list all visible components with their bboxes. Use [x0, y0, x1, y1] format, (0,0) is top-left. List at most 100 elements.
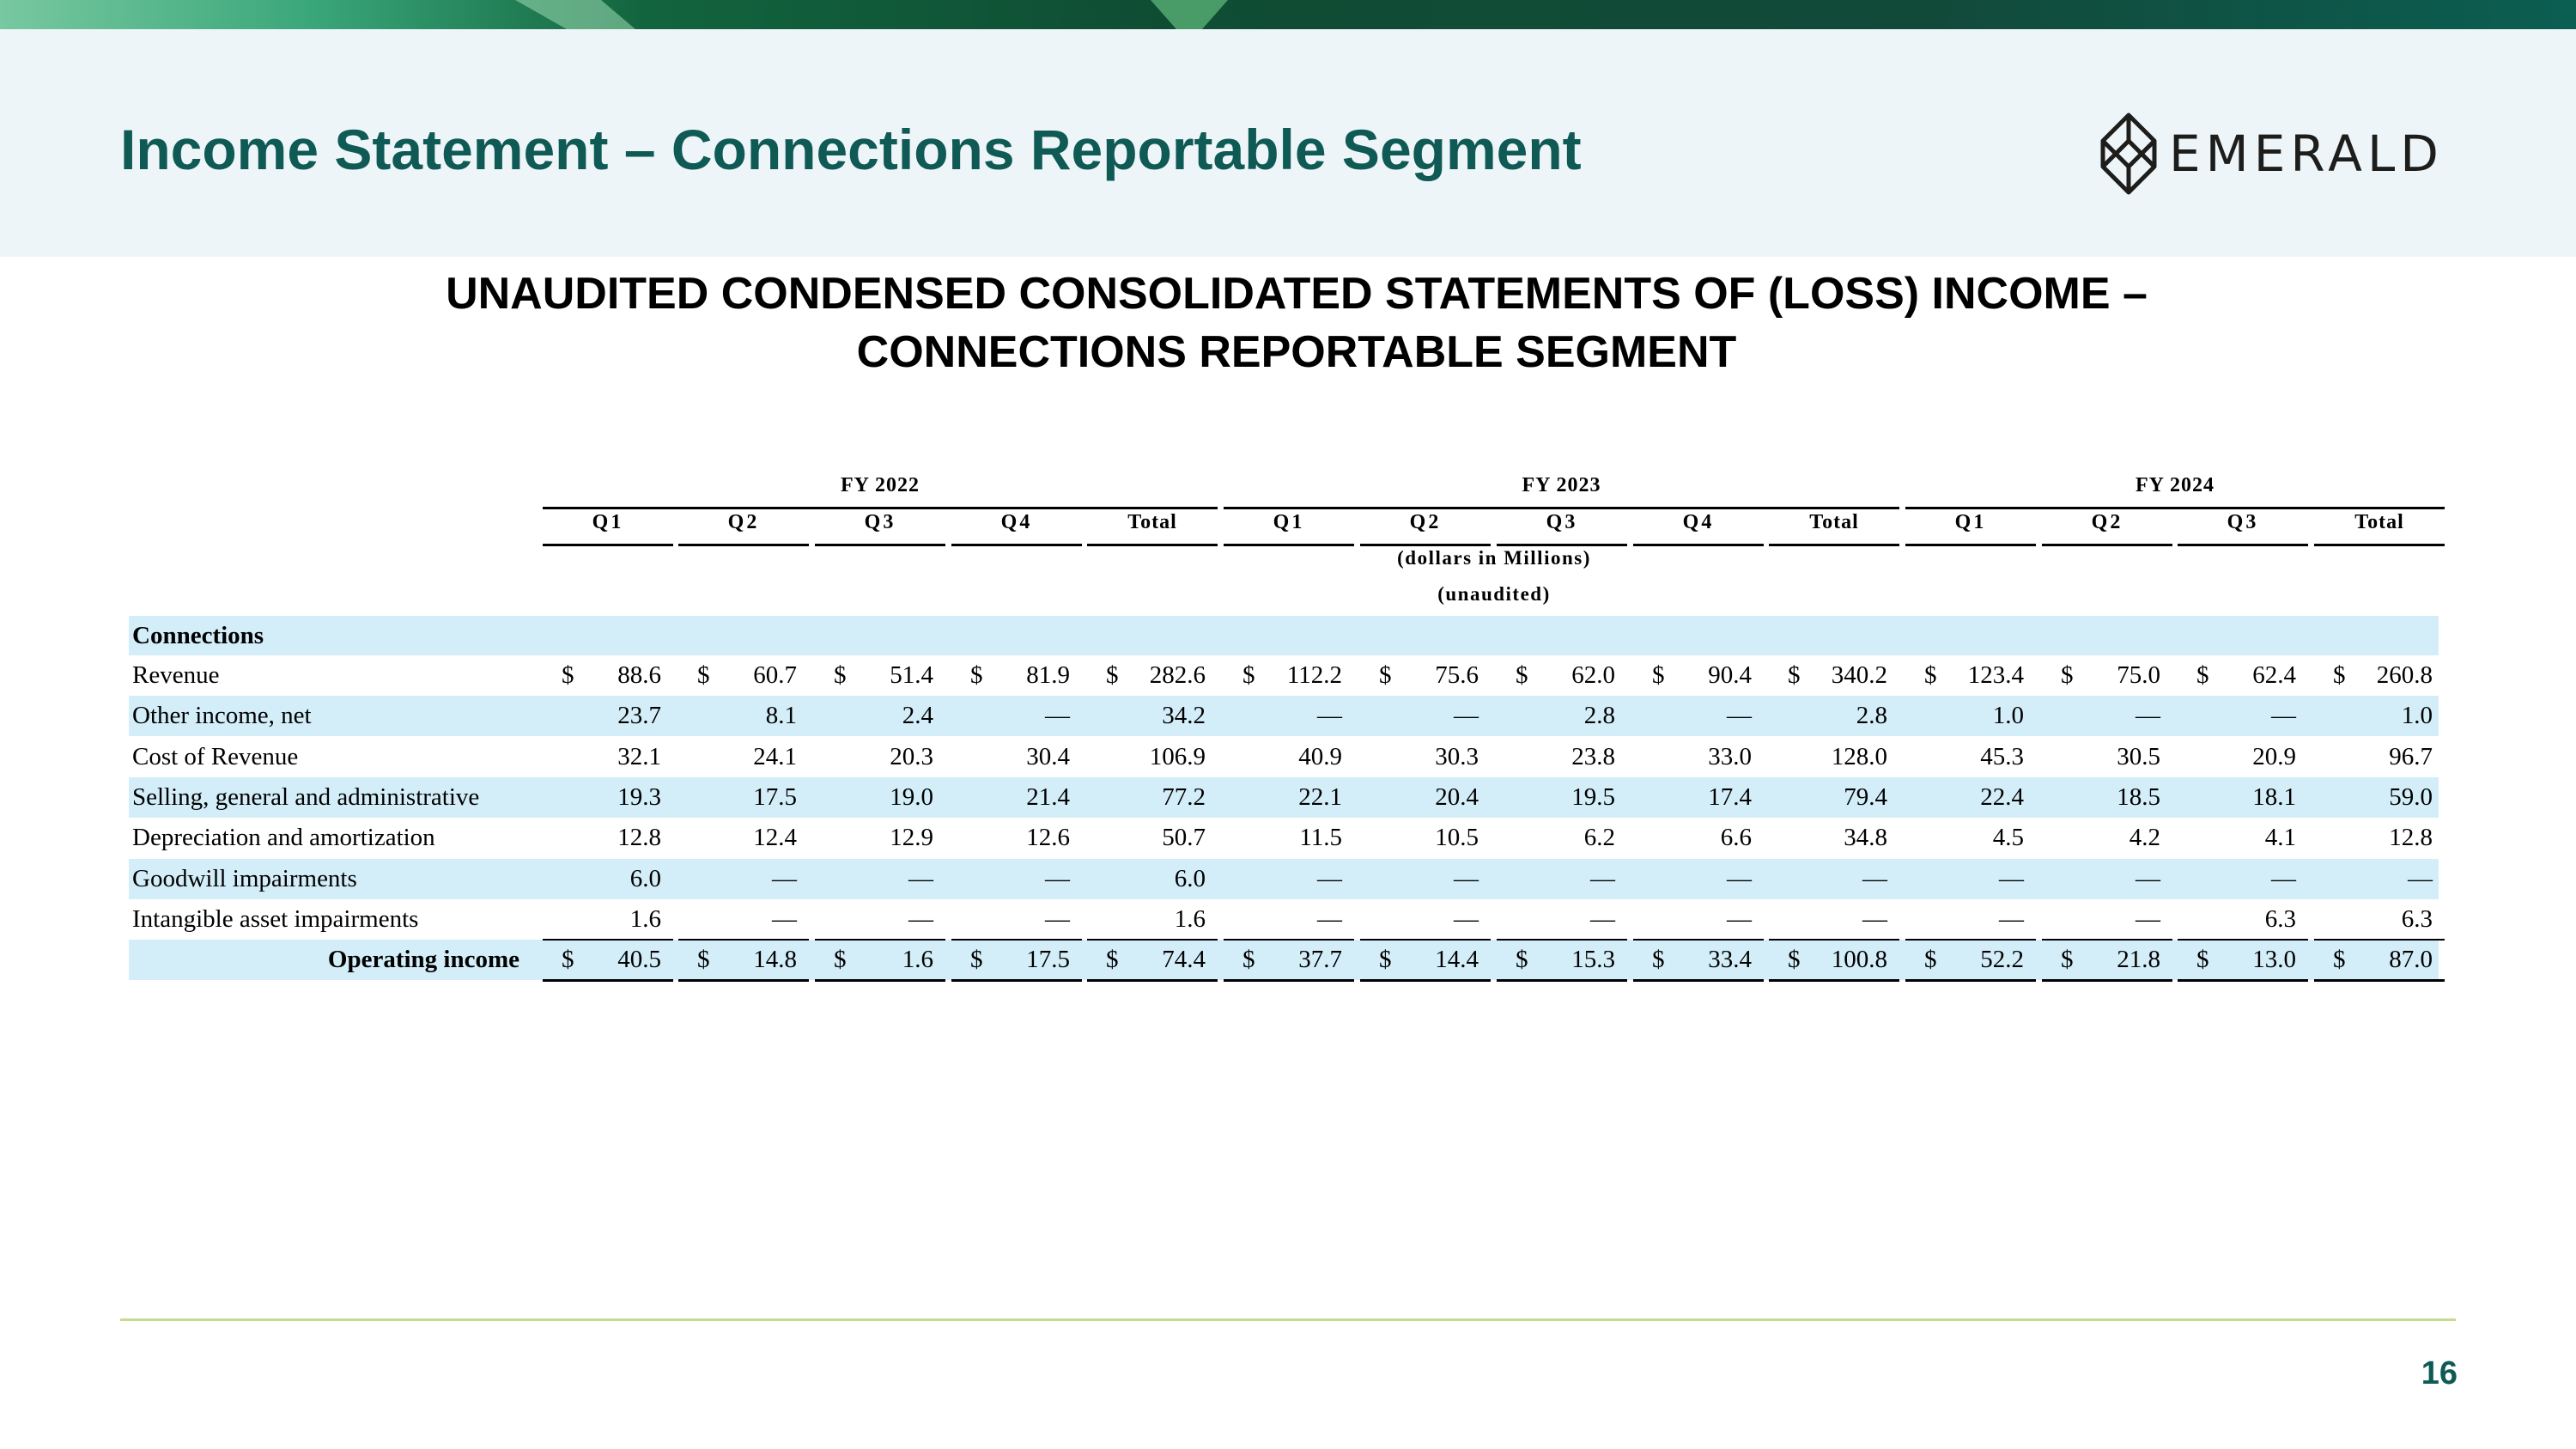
fiscal-year-rule [543, 507, 1218, 509]
column-header-rule [678, 544, 809, 546]
column-header-rule [951, 544, 1082, 546]
table-cell: — [1999, 905, 2024, 933]
table-cell: 22.1 [1298, 783, 1342, 811]
table-cell: — [1999, 865, 2024, 892]
emerald-logo: EMERALD [2100, 112, 2444, 196]
column-header: Q1 [1954, 511, 1987, 533]
column-header: Q4 [1000, 511, 1033, 533]
table-cell: 6.6 [1720, 824, 1752, 851]
top-decorative-band [0, 0, 2576, 29]
table-cell: 12.6 [1026, 824, 1070, 851]
table-cell: 62.0 [1571, 661, 1615, 689]
column-header-rule [2314, 544, 2445, 546]
table-cell: — [1590, 865, 1615, 892]
table-cell: 23.7 [617, 702, 661, 729]
table-cell: 23.8 [1571, 743, 1615, 770]
unaudited-note: (unaudited) [1437, 583, 1551, 605]
table-cell: — [1317, 905, 1342, 933]
table-cell: 40.9 [1298, 743, 1342, 770]
table-cell: 14.4 [1435, 946, 1479, 973]
table-cell: 34.8 [1844, 824, 1887, 851]
currency-symbol: $ [1242, 661, 1255, 689]
row-label: Other income, net [132, 702, 312, 729]
table-cell: — [1454, 865, 1479, 892]
column-header: Q3 [864, 511, 896, 533]
table-cell: 260.8 [2376, 661, 2433, 689]
table-cell: 62.4 [2252, 661, 2296, 689]
currency-symbol: $ [697, 661, 710, 689]
row-band [129, 696, 2439, 736]
column-header-rule [1769, 544, 1899, 546]
table-cell: 21.8 [2117, 946, 2160, 973]
currency-symbol: $ [1652, 661, 1665, 689]
total-rule [951, 979, 1082, 982]
table-cell: 20.3 [890, 743, 933, 770]
table-cell: 340.2 [1831, 661, 1887, 689]
table-cell: 1.0 [2401, 702, 2433, 729]
currency-symbol: $ [1788, 946, 1801, 973]
slide-header [0, 29, 2576, 257]
table-cell: 6.0 [1174, 865, 1206, 892]
table-cell: 20.9 [2252, 743, 2296, 770]
table-cell: — [1862, 905, 1887, 933]
table-cell: 18.1 [2252, 783, 2296, 811]
page-number: 16 [2421, 1355, 2458, 1391]
column-header: Total [2354, 511, 2404, 533]
currency-symbol: $ [1106, 946, 1119, 973]
column-header-rule [543, 544, 673, 546]
table-cell: — [908, 905, 933, 933]
table-cell: 30.3 [1435, 743, 1479, 770]
table-cell: 4.1 [2264, 824, 2296, 851]
table-cell: 1.0 [1992, 702, 2024, 729]
table-cell: 50.7 [1162, 824, 1206, 851]
table-cell: — [1590, 905, 1615, 933]
statement-heading-line-2: CONNECTIONS REPORTABLE SEGMENT [856, 327, 1737, 377]
column-header: Q2 [727, 511, 760, 533]
table-cell: 4.2 [2129, 824, 2160, 851]
row-label: Goodwill impairments [132, 865, 357, 892]
currency-symbol: $ [1242, 946, 1255, 973]
column-header-rule [1087, 544, 1218, 546]
table-cell: 33.4 [1708, 946, 1752, 973]
table-cell: 19.0 [890, 783, 933, 811]
statement-heading-line-1: UNAUDITED CONDENSED CONSOLIDATED STATEME… [446, 269, 2148, 319]
table-cell: 1.6 [902, 946, 933, 973]
units-note: (dollars in Millions) [1397, 547, 1591, 569]
statement-heading: UNAUDITED CONDENSED CONSOLIDATED STATEME… [0, 265, 2576, 381]
total-rule [1497, 979, 1627, 982]
currency-symbol: $ [1924, 661, 1937, 689]
table-cell: 90.4 [1708, 661, 1752, 689]
fiscal-year-rule [1224, 507, 1899, 509]
table-cell: 17.5 [1026, 946, 1070, 973]
table-cell: — [2408, 865, 2433, 892]
column-header: Q4 [1682, 511, 1715, 533]
table-cell: 75.0 [2117, 661, 2160, 689]
table-cell: — [1727, 702, 1752, 729]
table-cell: 52.2 [1980, 946, 2024, 973]
column-header: Q3 [2227, 511, 2259, 533]
table-cell: 24.1 [753, 743, 797, 770]
table-cell: — [1045, 905, 1070, 933]
table-cell: 40.5 [617, 946, 661, 973]
slide-title: Income Statement – Connections Reportabl… [120, 118, 1582, 181]
table-cell: 15.3 [1571, 946, 1615, 973]
row-label: Depreciation and amortization [132, 824, 435, 851]
footer-divider [120, 1318, 2456, 1321]
table-cell: 2.4 [902, 702, 933, 729]
table-cell: 12.8 [617, 824, 661, 851]
currency-symbol: $ [1788, 661, 1801, 689]
currency-symbol: $ [834, 946, 847, 973]
currency-symbol: $ [697, 946, 710, 973]
table-cell: 51.4 [890, 661, 933, 689]
column-header-rule [2178, 544, 2308, 546]
table-cell: 106.9 [1149, 743, 1206, 770]
total-rule [815, 979, 945, 982]
table-cell: — [2271, 865, 2296, 892]
table-cell: — [908, 865, 933, 892]
currency-symbol: $ [1379, 946, 1392, 973]
table-cell: 10.5 [1435, 824, 1479, 851]
currency-symbol: $ [2333, 661, 2346, 689]
table-cell: 60.7 [753, 661, 797, 689]
total-rule [543, 979, 673, 982]
currency-symbol: $ [834, 661, 847, 689]
